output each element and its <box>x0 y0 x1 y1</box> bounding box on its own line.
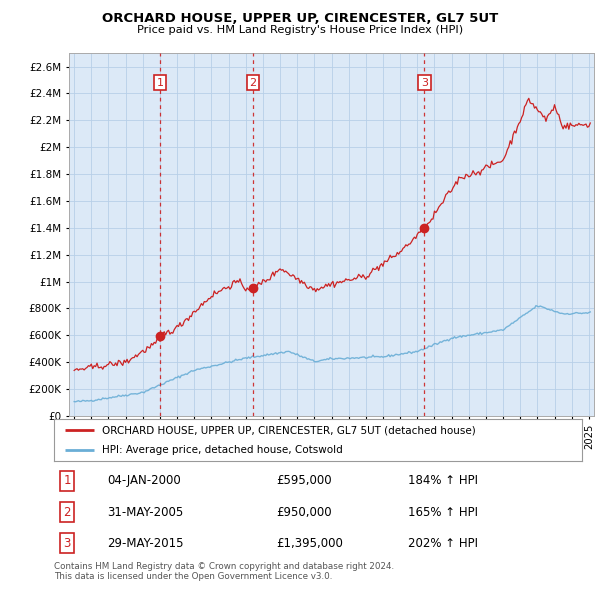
Text: HPI: Average price, detached house, Cotswold: HPI: Average price, detached house, Cots… <box>101 445 342 455</box>
Text: 3: 3 <box>64 537 71 550</box>
Text: 29-MAY-2015: 29-MAY-2015 <box>107 537 184 550</box>
Text: 184% ↑ HPI: 184% ↑ HPI <box>408 474 478 487</box>
Text: 1: 1 <box>64 474 71 487</box>
Text: 202% ↑ HPI: 202% ↑ HPI <box>408 537 478 550</box>
Text: £1,395,000: £1,395,000 <box>276 537 343 550</box>
Text: 31-MAY-2005: 31-MAY-2005 <box>107 506 183 519</box>
Text: 04-JAN-2000: 04-JAN-2000 <box>107 474 181 487</box>
Text: ORCHARD HOUSE, UPPER UP, CIRENCESTER, GL7 5UT (detached house): ORCHARD HOUSE, UPPER UP, CIRENCESTER, GL… <box>101 425 475 435</box>
Text: Price paid vs. HM Land Registry's House Price Index (HPI): Price paid vs. HM Land Registry's House … <box>137 25 463 35</box>
Text: 2: 2 <box>64 506 71 519</box>
Text: Contains HM Land Registry data © Crown copyright and database right 2024.
This d: Contains HM Land Registry data © Crown c… <box>54 562 394 581</box>
Text: 165% ↑ HPI: 165% ↑ HPI <box>408 506 478 519</box>
Text: £950,000: £950,000 <box>276 506 331 519</box>
Text: 2: 2 <box>250 78 256 88</box>
Text: £595,000: £595,000 <box>276 474 331 487</box>
Text: 1: 1 <box>157 78 164 88</box>
Text: 3: 3 <box>421 78 428 88</box>
Text: ORCHARD HOUSE, UPPER UP, CIRENCESTER, GL7 5UT: ORCHARD HOUSE, UPPER UP, CIRENCESTER, GL… <box>102 12 498 25</box>
